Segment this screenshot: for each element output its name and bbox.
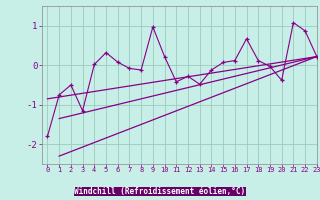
Text: Windchill (Refroidissement éolien,°C): Windchill (Refroidissement éolien,°C)	[75, 187, 245, 196]
